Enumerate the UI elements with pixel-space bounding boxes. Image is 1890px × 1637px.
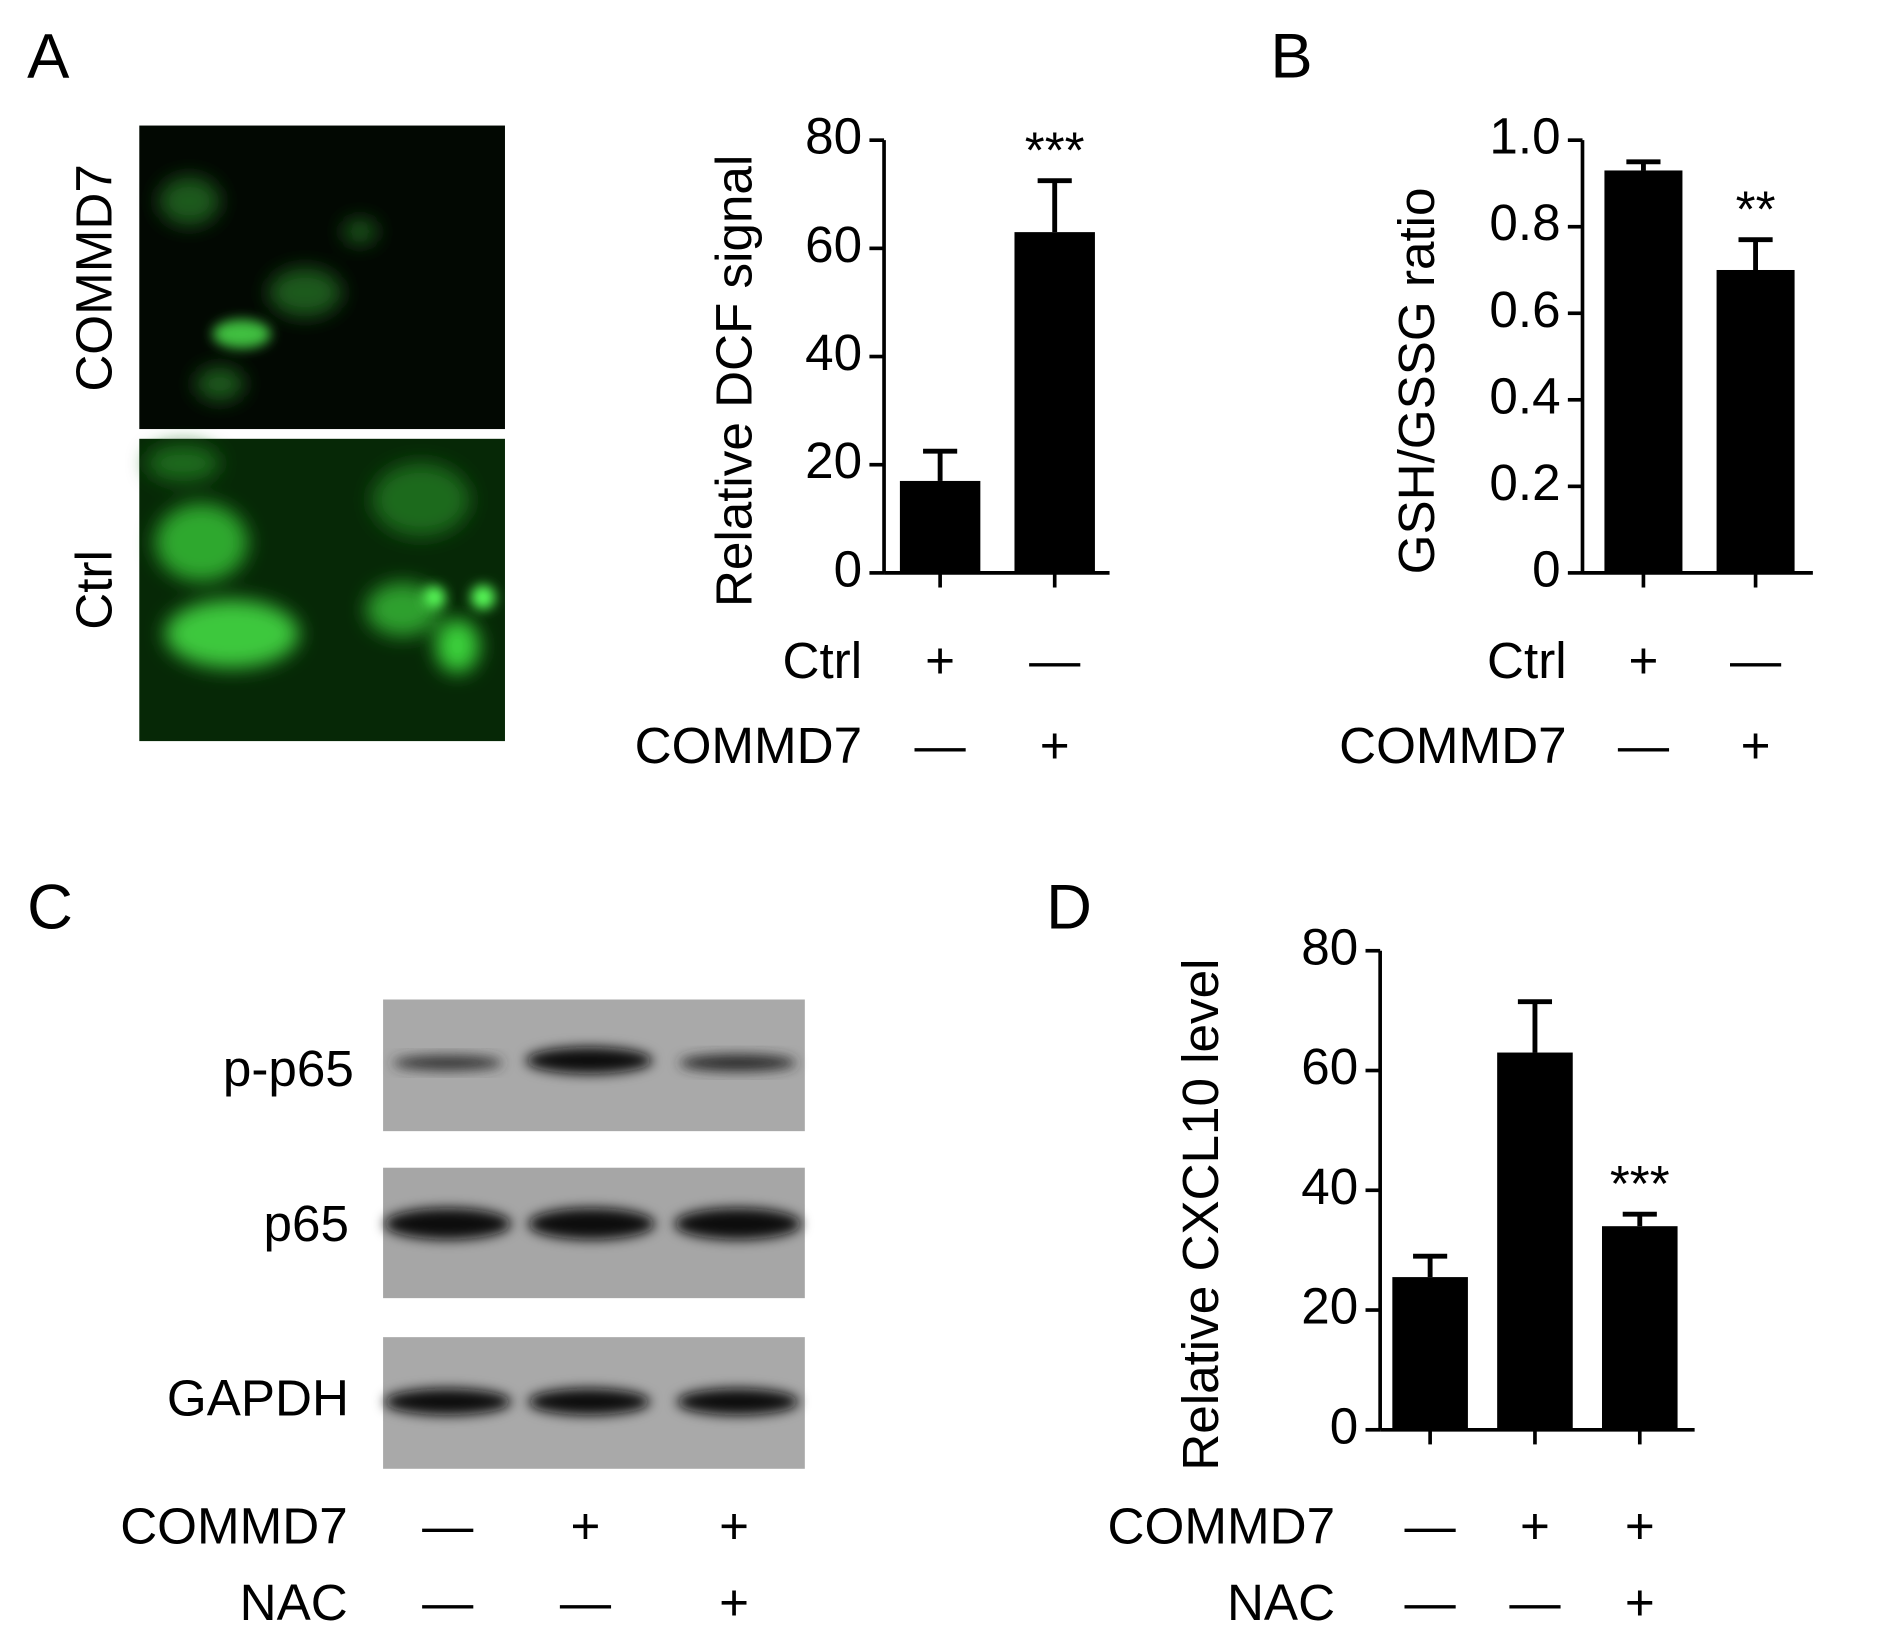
y-tick-label: 80 (805, 108, 862, 165)
significance: *** (1610, 1155, 1670, 1212)
panel-label: C (27, 872, 73, 942)
image-row-label: Ctrl (65, 550, 122, 630)
condition-mark: + (1741, 717, 1771, 774)
micrograph (139, 125, 505, 430)
condition-mark: — (1405, 1574, 1457, 1631)
significance: *** (1025, 121, 1085, 178)
condition-label: COMMD7 (1108, 1497, 1336, 1554)
blot-row-label: GAPDH (167, 1369, 349, 1426)
condition-mark: + (925, 632, 955, 689)
blot-row-label: p-p65 (223, 1040, 354, 1097)
bar (1392, 1277, 1468, 1430)
y-tick-label: 20 (1301, 1278, 1358, 1335)
y-tick-label: 0.8 (1489, 194, 1560, 251)
condition-label: NAC (240, 1574, 348, 1631)
bar (1497, 1052, 1573, 1430)
y-tick-label: 0.4 (1489, 367, 1560, 424)
condition-label: Ctrl (783, 632, 863, 689)
panel-label: D (1046, 872, 1092, 942)
bar (1601, 1226, 1678, 1430)
bar (1014, 232, 1095, 573)
condition-mark: + (1625, 1574, 1655, 1631)
panel-label: A (27, 22, 70, 92)
bar (899, 480, 981, 573)
image-row-label: COMMD7 (65, 164, 122, 392)
panel-label: B (1270, 22, 1312, 92)
condition-mark: + (570, 1497, 600, 1554)
condition-mark: — (560, 1574, 612, 1631)
significance: ** (1736, 180, 1776, 237)
condition-mark: — (422, 1497, 474, 1554)
y-tick-label: 40 (805, 324, 862, 381)
y-axis-label: GSH/GSSG ratio (1388, 187, 1445, 574)
y-axis-label: Relative DCF signal (705, 155, 762, 607)
condition-mark: — (915, 717, 967, 774)
condition-label: COMMD7 (635, 717, 863, 774)
condition-mark: + (719, 1497, 749, 1554)
condition-mark: — (1618, 717, 1670, 774)
condition-mark: — (422, 1574, 474, 1631)
bar (1604, 170, 1683, 573)
micrograph (139, 438, 505, 742)
condition-mark: + (1040, 717, 1070, 774)
condition-mark: — (1730, 632, 1782, 689)
y-tick-label: 0 (834, 540, 862, 597)
condition-label: Ctrl (1487, 632, 1567, 689)
y-tick-label: 0.2 (1489, 454, 1560, 511)
condition-label: COMMD7 (1339, 717, 1567, 774)
y-axis-label: Relative CXCL10 level (1172, 959, 1229, 1471)
condition-mark: + (719, 1574, 749, 1631)
condition-label: NAC (1227, 1574, 1335, 1631)
condition-mark: — (1405, 1497, 1457, 1554)
y-tick-label: 60 (805, 216, 862, 273)
y-tick-label: 80 (1301, 918, 1358, 975)
y-tick-label: 20 (805, 432, 862, 489)
y-tick-label: 1.0 (1489, 108, 1560, 165)
condition-mark: — (1509, 1574, 1561, 1631)
condition-mark: — (1029, 632, 1081, 689)
blot-row-label: p65 (264, 1195, 349, 1252)
condition-mark: + (1628, 632, 1658, 689)
condition-label: COMMD7 (120, 1497, 348, 1554)
y-tick-label: 0 (1330, 1397, 1358, 1454)
bar (1716, 269, 1795, 573)
y-tick-label: 60 (1301, 1038, 1358, 1095)
condition-mark: + (1520, 1497, 1550, 1554)
blot (383, 999, 805, 1469)
y-tick-label: 0.6 (1489, 281, 1560, 338)
y-tick-label: 0 (1532, 540, 1560, 597)
y-tick-label: 40 (1301, 1158, 1358, 1215)
condition-mark: + (1625, 1497, 1655, 1554)
